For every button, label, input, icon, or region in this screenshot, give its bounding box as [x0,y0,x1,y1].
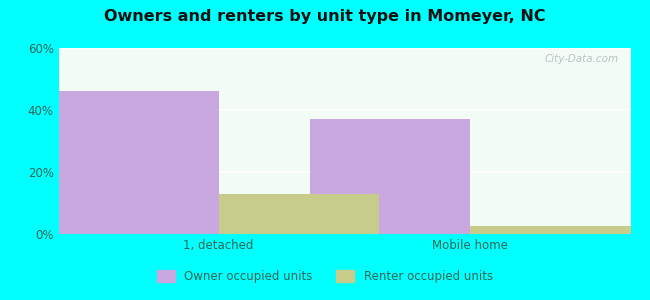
Legend: Owner occupied units, Renter occupied units: Owner occupied units, Renter occupied un… [153,266,497,288]
Text: Owners and renters by unit type in Momeyer, NC: Owners and renters by unit type in Momey… [104,9,546,24]
Text: City-Data.com: City-Data.com [545,54,619,64]
Bar [58,92,218,234]
Bar [471,226,630,234]
Bar [218,194,379,234]
Bar [310,119,471,234]
